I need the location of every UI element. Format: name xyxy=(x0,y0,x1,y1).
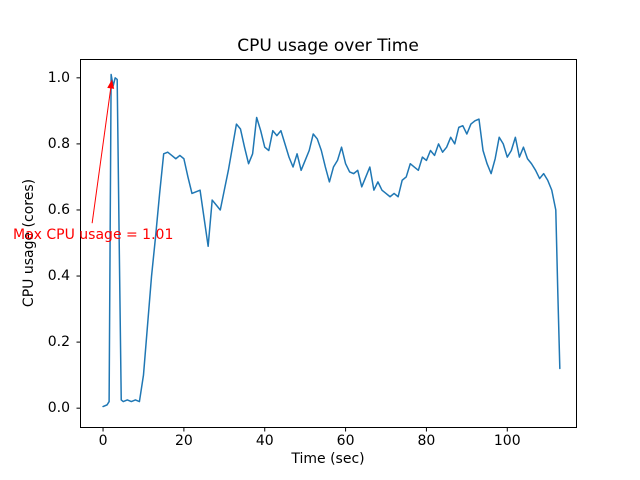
x-tick-label: 0 xyxy=(98,433,108,449)
x-tick-label: 40 xyxy=(255,433,274,449)
x-tick-label: 100 xyxy=(493,433,521,449)
axes-box xyxy=(80,59,577,428)
max-annotation-text: Max CPU usage = 1.01 xyxy=(13,227,174,243)
y-tick-label: 0.8 xyxy=(47,135,70,152)
y-tick-label: 0.6 xyxy=(47,201,70,218)
y-tick-label: 0.2 xyxy=(47,334,70,351)
y-tick-label: 1.0 xyxy=(47,69,70,86)
y-tick-label: 0.0 xyxy=(47,400,70,417)
y-tick-label: 0.4 xyxy=(47,268,70,285)
chart-title: CPU usage over Time xyxy=(237,36,419,56)
cpu-usage-line xyxy=(102,73,561,408)
x-tick-label: 20 xyxy=(174,433,193,449)
x-tick-label: 80 xyxy=(417,433,436,449)
x-tick-label: 60 xyxy=(336,433,355,449)
x-axis-label: Time (sec) xyxy=(291,451,365,467)
annotation-arrow-line xyxy=(91,85,112,224)
annotation-arrow-head xyxy=(107,79,115,89)
y-axis-label: CPU usage (cores) xyxy=(21,178,37,308)
